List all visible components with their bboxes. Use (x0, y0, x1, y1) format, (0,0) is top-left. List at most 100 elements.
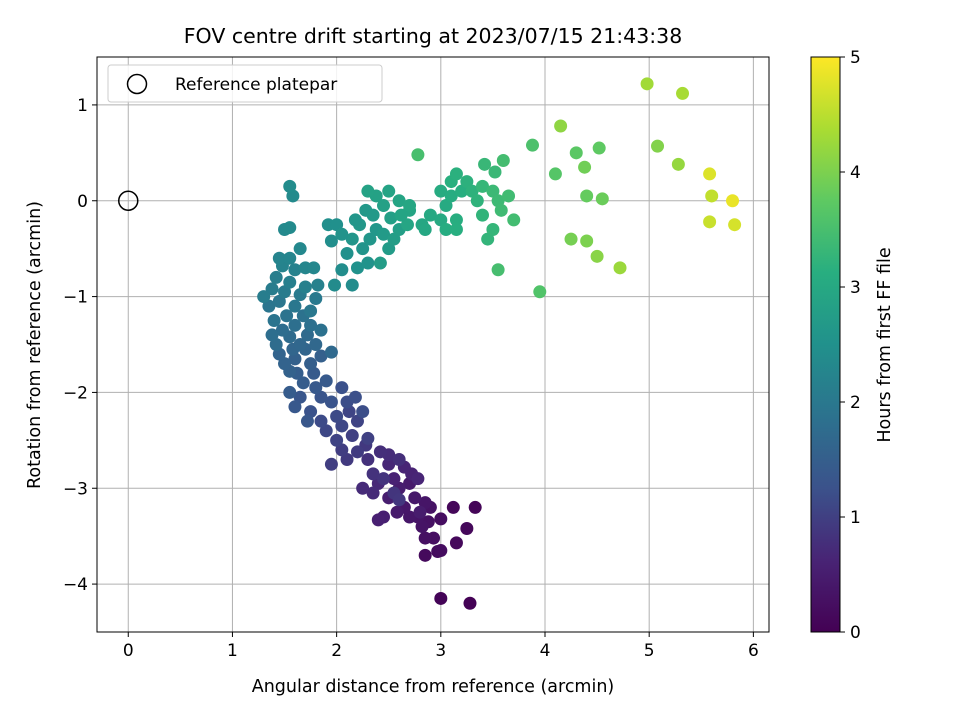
data-point (387, 232, 401, 246)
colorbar-tick-label: 4 (850, 163, 861, 183)
data-point (486, 223, 500, 236)
data-point (494, 203, 508, 217)
data-point (265, 282, 279, 296)
data-point (377, 227, 391, 241)
data-point (423, 208, 437, 222)
data-point (496, 154, 510, 167)
data-point (651, 139, 665, 153)
colorbar-tick-label: 3 (850, 278, 861, 298)
x-tick-label: 1 (227, 641, 238, 661)
data-point (283, 275, 297, 289)
data-point (269, 270, 283, 284)
data-point (345, 232, 359, 246)
data-point (283, 221, 297, 235)
data-point (340, 246, 354, 260)
data-point (298, 280, 312, 294)
data-point (272, 251, 286, 265)
data-point (478, 157, 492, 171)
data-point (392, 194, 406, 208)
data-point (507, 213, 521, 227)
data-point (345, 278, 359, 292)
data-point (377, 472, 391, 486)
data-point (335, 227, 349, 241)
data-point (304, 357, 318, 371)
data-point (488, 165, 502, 179)
data-point (449, 536, 463, 550)
legend: Reference platepar (107, 64, 383, 103)
data-point (613, 261, 627, 275)
data-point (486, 184, 500, 198)
colorbar-tick-label: 2 (850, 393, 861, 413)
data-point (387, 472, 401, 486)
data-point (400, 218, 414, 232)
data-point (392, 453, 406, 466)
colorbar-scale (810, 56, 841, 633)
y-tick-label: −3 (63, 479, 88, 499)
data-point (296, 376, 310, 390)
data-point (554, 119, 568, 133)
data-point (491, 263, 505, 277)
data-point (377, 199, 391, 213)
data-point (382, 242, 396, 256)
y-axis-label: Rotation from reference (arcmin) (25, 201, 45, 489)
data-point (319, 424, 333, 438)
data-point (371, 513, 385, 527)
data-point (703, 215, 717, 229)
data-point (356, 242, 370, 256)
data-point (335, 443, 349, 457)
data-point (361, 431, 375, 445)
data-point (525, 138, 539, 152)
chart-title: FOV centre drift starting at 2023/07/15 … (184, 24, 683, 48)
x-tick-label: 6 (748, 641, 759, 661)
data-point (307, 261, 321, 275)
data-point (439, 199, 453, 213)
data-point (283, 385, 297, 399)
data-point (439, 223, 453, 236)
data-point (533, 285, 547, 299)
data-point (728, 218, 742, 232)
data-point (595, 192, 609, 206)
data-point (592, 141, 606, 155)
data-point (356, 481, 370, 495)
data-point (348, 213, 362, 227)
data-point (580, 189, 594, 203)
data-point (324, 395, 338, 409)
colorbar-tick-label: 0 (850, 623, 861, 643)
data-point (288, 318, 302, 332)
data-point (350, 261, 364, 275)
data-point (275, 323, 289, 337)
y-tick-label: 0 (77, 192, 88, 212)
axes-frame (96, 56, 770, 633)
data-point (288, 299, 302, 313)
data-point (564, 232, 578, 246)
data-point (671, 157, 685, 171)
data-point (324, 234, 338, 248)
colorbar-label: Hours from first FF file (875, 247, 895, 442)
data-point (278, 357, 292, 371)
data-point (468, 500, 482, 514)
data-point (304, 304, 318, 318)
reference-point-marker (118, 190, 139, 211)
x-tick-label: 3 (435, 641, 446, 661)
data-point (262, 299, 276, 313)
colorbar: 0 1 2 3 4 5 (810, 48, 861, 643)
data-point (278, 285, 292, 299)
data-point (272, 294, 286, 308)
data-point (330, 409, 344, 423)
data-point (366, 467, 380, 481)
data-point (280, 309, 294, 323)
data-point (434, 512, 448, 526)
plot-area: 0 1 2 3 4 5 6 1 0 −1 −2 −3 −4 (63, 56, 770, 661)
data-point (335, 381, 349, 395)
data-point (382, 184, 396, 198)
data-point (455, 184, 469, 198)
data-point (267, 314, 281, 328)
data-point (580, 234, 594, 248)
legend-marker (126, 73, 148, 95)
x-tick-label: 5 (644, 641, 655, 661)
data-point (288, 263, 302, 277)
data-point (403, 510, 417, 524)
data-point (434, 544, 448, 558)
data-point (418, 223, 432, 236)
data-point (470, 194, 484, 208)
